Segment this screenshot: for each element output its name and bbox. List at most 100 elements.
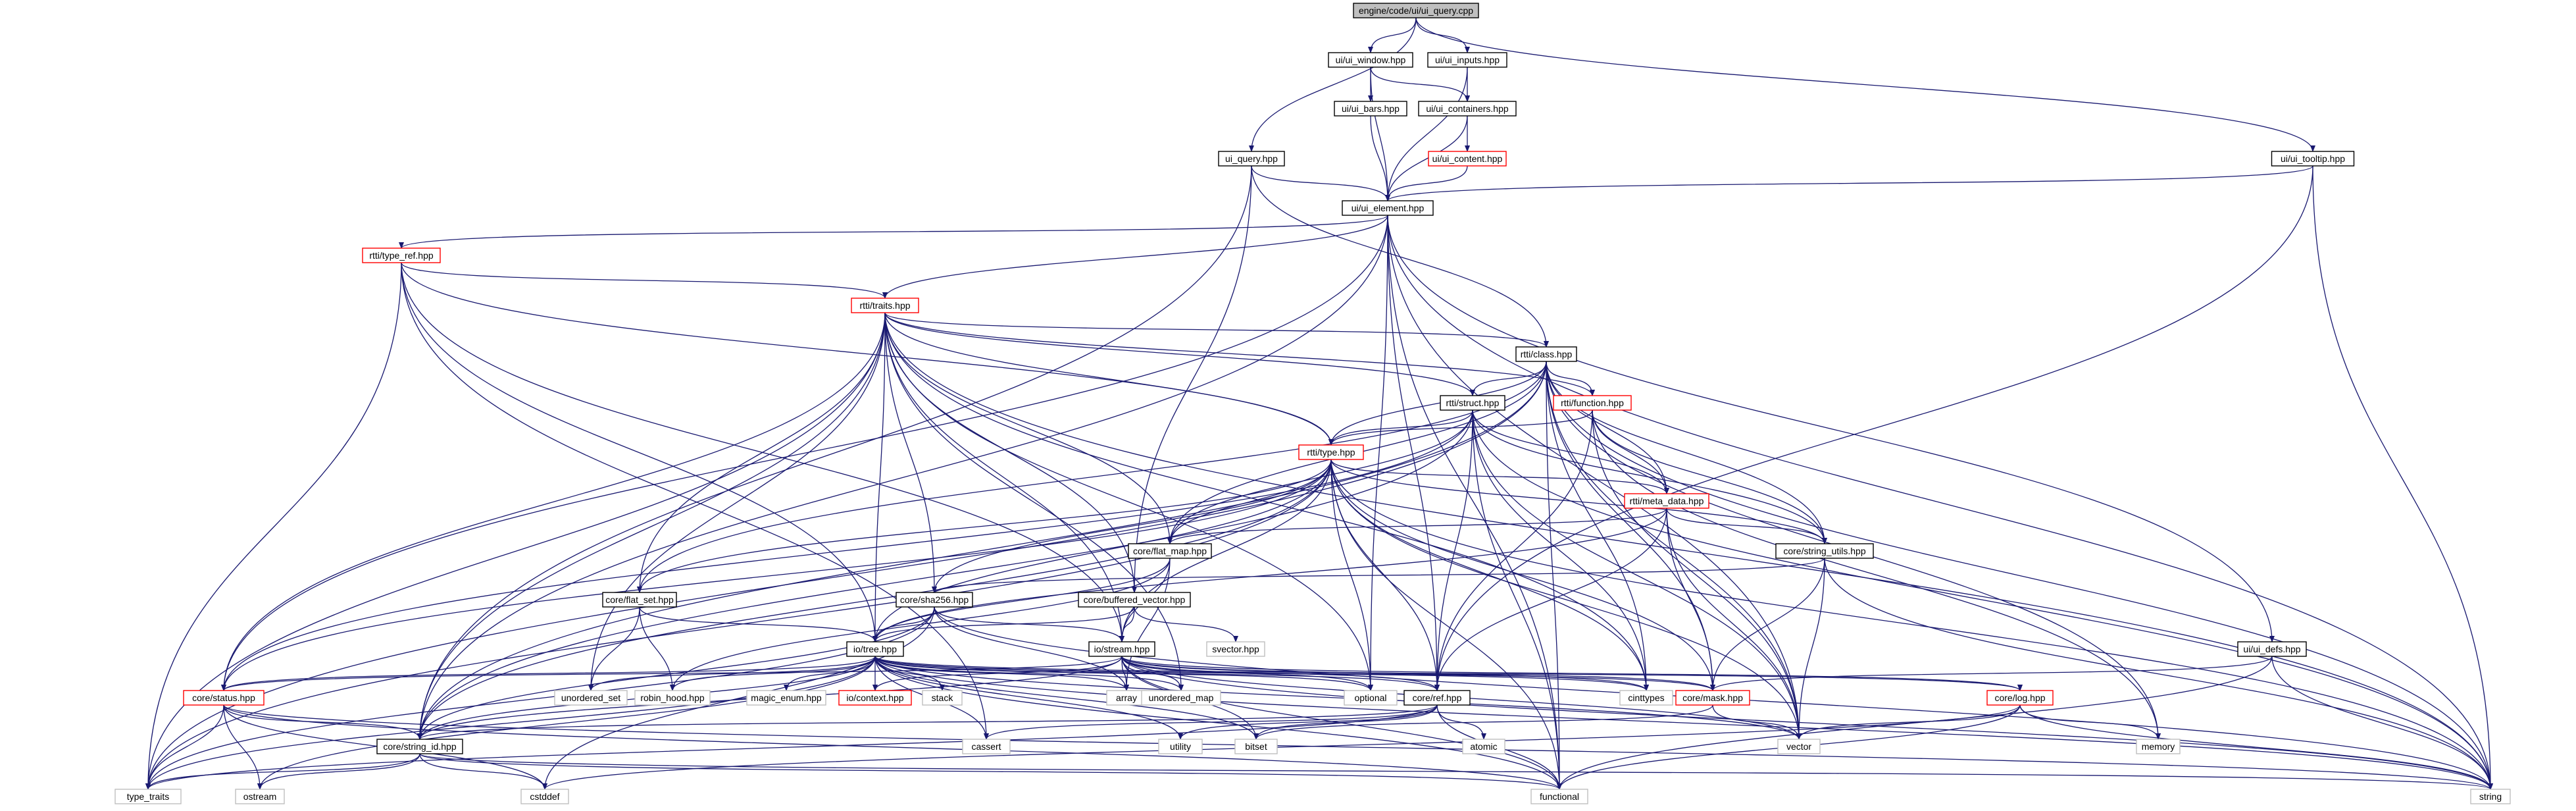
node-sha256[interactable]: core/sha256.hpp: [896, 592, 973, 608]
edge-type-to-stream: [1119, 459, 1332, 642]
node-flat_map[interactable]: core/flat_map.hpp: [1128, 543, 1212, 559]
node-box-root: [1353, 3, 1479, 18]
node-optional: optional: [1344, 690, 1398, 706]
edge-stream-to-ref: [1121, 656, 1440, 691]
node-magic_enum: magic_enum.hpp: [746, 690, 826, 706]
node-cinttypes: cinttypes: [1619, 690, 1673, 706]
node-bitset: bitset: [1234, 739, 1278, 754]
node-label-robin_hood: robin_hood.hpp: [640, 693, 705, 703]
node-box-functional: [1530, 789, 1588, 804]
edge-ui_containers-to-ui_element: [1385, 115, 1468, 201]
node-root[interactable]: engine/code/ui/ui_query.cpp: [1353, 3, 1479, 18]
node-box-traits: [851, 298, 919, 313]
node-label-stack: stack: [932, 693, 954, 703]
edge-tree-to-magic_enum: [784, 656, 876, 691]
edge-ui_bars-to-ui_element: [1370, 115, 1390, 201]
edge-type-to-tree: [872, 459, 1332, 642]
node-box-stack: [922, 690, 963, 706]
edge-meta_data-to-mask: [1666, 508, 1715, 691]
edge-type_ref-to-type: [401, 262, 1334, 446]
edge-ui_element-to-traits: [882, 215, 1388, 299]
node-ui_tooltip[interactable]: ui/ui_tooltip.hpp: [2271, 151, 2355, 167]
node-function[interactable]: rtti/function.hpp: [1553, 395, 1632, 411]
node-io_context[interactable]: io/context.hpp: [838, 690, 912, 706]
node-ui_defs[interactable]: ui/ui_defs.hpp: [2237, 641, 2307, 657]
edge-traits-to-optional: [884, 312, 1373, 691]
edge-tree-to-ostream: [257, 656, 876, 790]
node-box-bitset: [1234, 739, 1278, 754]
node-ui_query_hpp[interactable]: ui_query.hpp: [1218, 151, 1285, 167]
node-type_traits: type_traits: [114, 789, 182, 804]
node-label-io_context: io/context.hpp: [846, 693, 903, 703]
edge-log-to-cstddef: [542, 704, 2021, 790]
edge-root-to-ui_tooltip: [1415, 17, 2315, 152]
node-unordered_map: unordered_map: [1141, 690, 1221, 706]
edge-class-to-vector: [1546, 361, 1802, 740]
node-class[interactable]: rtti/class.hpp: [1515, 346, 1577, 362]
node-box-log: [1986, 690, 2054, 706]
node-box-memory: [2136, 739, 2181, 754]
node-box-flat_set: [602, 592, 677, 608]
edge-type_ref-to-cassert: [401, 262, 989, 740]
node-status[interactable]: core/status.hpp: [183, 690, 265, 706]
edge-traits-to-flat_map: [884, 312, 1173, 544]
edge-tree-to-bitset: [874, 656, 1259, 740]
edge-meta_data-to-flat_map: [1167, 508, 1667, 544]
edge-tree-to-optional: [874, 656, 1373, 691]
edge-type_ref-to-tree: [401, 262, 878, 642]
edge-traits-to-unordered_set: [588, 312, 886, 691]
node-label-struct: rtti/struct.hpp: [1446, 398, 1500, 408]
edge-log-to-string: [2019, 704, 2493, 790]
node-label-root: engine/code/ui/ui_query.cpp: [1359, 5, 1473, 16]
node-utility: utility: [1158, 739, 1203, 754]
node-array: array: [1106, 690, 1147, 706]
edge-type-to-status: [221, 459, 1332, 691]
edge-root-to-ui_inputs: [1415, 17, 1470, 53]
edge-log-to-vector: [1796, 704, 2021, 740]
edge-stream-to-io_context: [872, 656, 1123, 691]
node-box-unordered_map: [1141, 690, 1221, 706]
node-box-ui_query_hpp: [1218, 151, 1285, 167]
node-flat_set[interactable]: core/flat_set.hpp: [602, 592, 677, 608]
node-label-tree: io/tree.hpp: [853, 644, 897, 654]
node-type_ref[interactable]: rtti/type_ref.hpp: [362, 248, 441, 263]
node-mask[interactable]: core/mask.hpp: [1675, 690, 1750, 706]
node-label-type_ref: rtti/type_ref.hpp: [369, 250, 433, 261]
node-label-utility: utility: [1170, 741, 1191, 752]
edge-string_id-to-cstddef: [419, 753, 547, 790]
node-ui_bars[interactable]: ui/ui_bars.hpp: [1334, 101, 1407, 117]
edge-stream-to-log: [1121, 656, 2023, 691]
node-ui_element[interactable]: ui/ui_element.hpp: [1342, 200, 1434, 216]
edge-meta_data-to-vector: [1666, 508, 1802, 740]
node-box-buffered_vector: [1078, 592, 1191, 608]
node-ui_window[interactable]: ui/ui_window.hpp: [1328, 52, 1413, 68]
node-box-function: [1553, 395, 1632, 411]
node-box-cstddef: [520, 789, 569, 804]
edge-root-to-ui_query_hpp: [1249, 17, 1417, 152]
edge-function-to-memory: [1592, 409, 2161, 740]
node-label-flat_set: core/flat_set.hpp: [605, 594, 674, 605]
node-label-type: rtti/type.hpp: [1307, 447, 1355, 458]
node-box-ui_element: [1342, 200, 1434, 216]
node-struct[interactable]: rtti/struct.hpp: [1440, 395, 1505, 411]
node-ui_inputs[interactable]: ui/ui_inputs.hpp: [1427, 52, 1507, 68]
node-box-string_id: [376, 739, 463, 754]
edge-ui_defs-to-mask: [1710, 656, 2273, 691]
node-type[interactable]: rtti/type.hpp: [1298, 444, 1364, 460]
node-string_id[interactable]: core/string_id.hpp: [376, 739, 463, 754]
node-buffered_vector[interactable]: core/buffered_vector.hpp: [1078, 592, 1191, 608]
node-label-string: string: [2479, 791, 2502, 802]
node-stream[interactable]: io/stream.hpp: [1088, 641, 1155, 657]
edge-string_id-to-functional: [419, 753, 1562, 790]
node-string_utils[interactable]: core/string_utils.hpp: [1775, 543, 1874, 559]
node-label-bitset: bitset: [1245, 741, 1267, 752]
node-tree[interactable]: io/tree.hpp: [846, 641, 904, 657]
node-meta_data[interactable]: rtti/meta_data.hpp: [1624, 493, 1709, 509]
node-ui_containers[interactable]: ui/ui_containers.hpp: [1418, 101, 1517, 117]
edge-ui_element-to-optional: [1368, 215, 1388, 691]
node-ui_content[interactable]: ui/ui_content.hpp: [1428, 151, 1507, 167]
node-log[interactable]: core/log.hpp: [1986, 690, 2054, 706]
node-box-type_traits: [114, 789, 182, 804]
node-ref[interactable]: core/ref.hpp: [1403, 690, 1471, 706]
node-traits[interactable]: rtti/traits.hpp: [851, 298, 919, 313]
